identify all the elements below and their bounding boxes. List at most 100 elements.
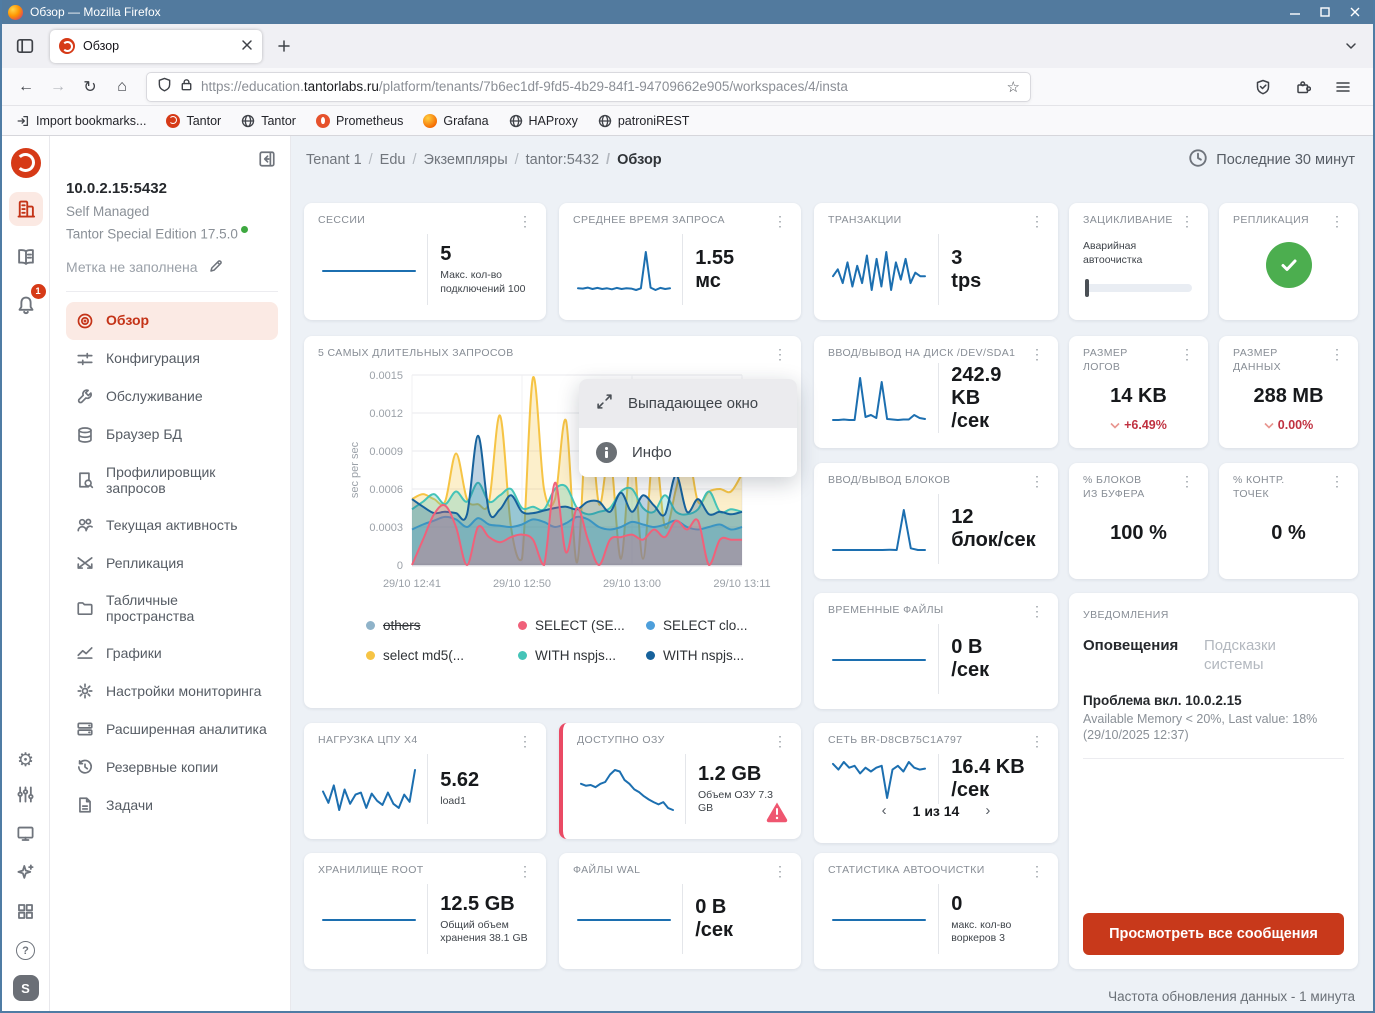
maximize-button[interactable] [1319,6,1331,18]
kebab-menu-icon[interactable]: ⋮ [1178,214,1196,228]
bookmark-prometheus[interactable]: Prometheus [316,114,403,128]
tab-close-icon[interactable] [241,39,253,54]
help-icon[interactable]: ? [16,941,35,960]
slider-thumb[interactable] [1085,279,1089,297]
view-all-messages-button[interactable]: Просмотреть все сообщения [1083,913,1344,955]
page-next-icon[interactable]: › [985,802,990,819]
legend-item-select-clo[interactable]: SELECT clo... [646,618,776,633]
sidebar-item-current-activity[interactable]: Текущая активность [66,506,278,544]
legend-item-select-se[interactable]: SELECT (SE... [518,618,646,633]
sidebar-item-configuration[interactable]: Конфигурация [66,340,278,378]
bookmark-import[interactable]: Import bookmarks... [16,114,146,128]
kebab-menu-icon[interactable]: ⋮ [771,734,789,748]
legend-dot [646,651,655,660]
bookmark-tantor-2[interactable]: Tantor [241,114,296,128]
home-button[interactable]: ⌂ [108,73,136,101]
kebab-menu-icon[interactable]: ⋮ [516,214,534,228]
notifications-bell-icon[interactable]: 1 [9,288,43,322]
bookmark-tantor-1[interactable]: Tantor [166,114,221,128]
instances-icon[interactable] [9,192,43,226]
monitor-icon[interactable] [16,824,35,848]
sidebar-item-monitoring-settings[interactable]: Настройки мониторинга [66,672,278,710]
kebab-menu-icon[interactable]: ⋮ [1178,474,1196,488]
kebab-menu-icon[interactable]: ⋮ [516,864,534,878]
sidebar-item-replication[interactable]: Репликация [66,544,278,582]
sidebar-item-backups[interactable]: Резервные копии [66,748,278,786]
docs-book-icon[interactable] [9,240,43,274]
url-bar[interactable]: https://education.tantorlabs.ru/platform… [146,72,1031,102]
sidebar-item-advanced-analytics[interactable]: Расширенная аналитика [66,710,278,748]
kebab-menu-icon[interactable]: ⋮ [1178,347,1196,361]
kebab-menu-icon[interactable]: ⋮ [1028,347,1046,361]
kebab-menu-icon[interactable]: ⋮ [1028,864,1046,878]
sidebar-item-db-browser[interactable]: Браузер БД [66,416,278,454]
menu-hamburger-icon[interactable] [1331,75,1355,99]
sidebar-item-tasks[interactable]: Задачи [66,786,278,824]
kebab-menu-icon[interactable]: ⋮ [1028,474,1046,488]
ai-sparkle-icon[interactable] [16,863,35,887]
settings-gear-icon[interactable]: ⚙ [17,751,34,770]
legend-item-select-md5[interactable]: select md5(... [366,648,518,663]
breadcrumb-instances[interactable]: Экземпляры [412,152,507,168]
sidebar-item-maintenance[interactable]: Обслуживание [66,378,278,416]
sidebar-collapse-icon[interactable] [258,150,276,173]
tantor-logo[interactable] [11,148,41,178]
bookmarks-bar: Import bookmarks... Tantor Tantor Promet… [2,106,1373,136]
menu-item-popup-window[interactable]: Выпадающее окно [579,379,797,428]
kebab-menu-icon[interactable]: ⋮ [1328,347,1346,361]
legend-item-with-nspjs-2[interactable]: WITH nspjs... [646,648,776,663]
bookmark-star-icon[interactable]: ☆ [1007,78,1020,96]
breadcrumb-instance[interactable]: tantor:5432 [515,152,599,168]
sidebar-item-overview[interactable]: Обзор [66,302,278,340]
wraparound-slider[interactable] [1083,279,1194,297]
apps-grid-icon[interactable] [16,902,35,926]
pocket-icon[interactable] [1251,75,1275,99]
time-range-selector[interactable]: Последние 30 минут [1188,148,1355,172]
new-tab-button[interactable] [270,32,298,60]
legend-item-others[interactable]: others [366,618,518,633]
page-prev-icon[interactable]: ‹ [882,802,887,819]
bookmark-grafana[interactable]: Grafana [423,114,488,128]
list-all-tabs-button[interactable] [1337,32,1365,60]
menu-item-info[interactable]: Инфо [579,428,797,477]
storage-root-card: ХРАНИЛИЩЕ ROOT⋮ 12.5 GBОбщий объем хране… [304,853,546,969]
kebab-menu-icon[interactable]: ⋮ [771,214,789,228]
bookmark-haproxy[interactable]: HAProxy [509,114,578,128]
bookmark-patronirest[interactable]: patroniREST [598,114,690,128]
kebab-menu-icon[interactable]: ⋮ [1028,214,1046,228]
preferences-sliders-icon[interactable] [16,785,35,809]
sidebar-item-query-profiler[interactable]: Профилировщик запросов [66,454,278,506]
kebab-menu-icon[interactable]: ⋮ [771,864,789,878]
lock-icon[interactable] [179,77,194,97]
reload-button[interactable]: ↻ [76,73,104,101]
instance-label-placeholder: Метка не заполнена [66,259,198,275]
edit-pencil-icon[interactable] [208,258,224,277]
kebab-menu-icon[interactable]: ⋮ [771,347,789,361]
tab-obzor[interactable]: Обзор [50,30,262,63]
tantor-favicon [166,114,180,128]
forward-button[interactable]: → [44,73,72,101]
kebab-menu-icon[interactable]: ⋮ [1028,734,1046,748]
close-button[interactable] [1349,6,1361,18]
legend-item-with-nspjs-1[interactable]: WITH nspjs... [518,648,646,663]
firefox-view-button[interactable] [10,31,40,61]
breadcrumb-tenant[interactable]: Tenant 1 [306,152,362,168]
shield-icon[interactable] [157,77,172,97]
back-button[interactable]: ← [12,73,40,101]
sidebar-item-tablespaces[interactable]: Табличные пространства [66,582,278,634]
avg-query-time-card: СРЕДНЕЕ ВРЕМЯ ЗАПРОСА⋮ 1.55мс [559,203,801,320]
kebab-menu-icon[interactable]: ⋮ [516,734,534,748]
kebab-menu-icon[interactable]: ⋮ [1328,474,1346,488]
minimize-button[interactable] [1289,6,1301,18]
kebab-menu-icon[interactable]: ⋮ [1328,214,1346,228]
replication-card: РЕПЛИКАЦИЯ⋮ [1219,203,1358,320]
transactions-sparkline [829,244,929,296]
extensions-puzzle-icon[interactable] [1291,75,1315,99]
sidebar-item-charts[interactable]: Графики [66,634,278,672]
user-avatar[interactable]: S [13,975,39,1001]
breadcrumb-workspace[interactable]: Edu [369,152,406,168]
kebab-menu-icon[interactable]: ⋮ [1028,604,1046,618]
instance-edition: Tantor Special Edition 17.5.0 [66,226,278,242]
tab-system-hints[interactable]: Подсказки системы [1204,637,1299,675]
tab-alerts[interactable]: Оповещения [1083,637,1178,675]
